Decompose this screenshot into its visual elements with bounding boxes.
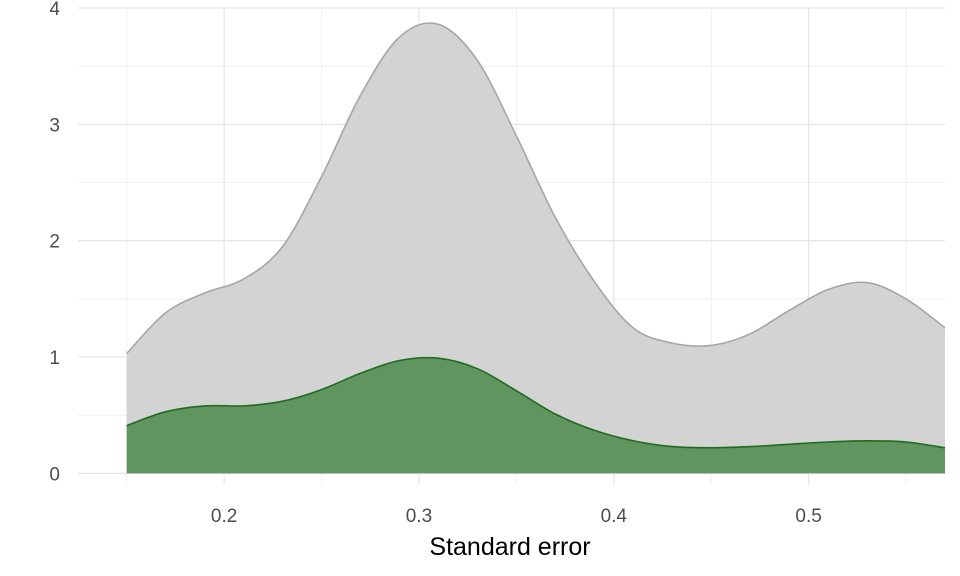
x-tick-labels: 0.2 0.3 0.4 0.5	[211, 506, 822, 527]
y-tick-label: 2	[49, 232, 60, 253]
y-tick-label: 4	[49, 0, 60, 20]
density-area-1	[126, 22, 945, 474]
y-tick-label: 1	[49, 348, 60, 369]
x-tick-label: 0.2	[211, 506, 237, 527]
x-tick-label: 0.5	[795, 506, 821, 527]
density-line-1	[126, 22, 946, 355]
y-tick-label: 3	[49, 115, 60, 136]
series-layer	[126, 22, 946, 474]
x-tick-label: 0.4	[601, 506, 628, 527]
x-axis-title: Standard error	[429, 533, 590, 561]
y-tick-labels: 0 1 2 3 4	[49, 0, 60, 485]
y-tick-label: 0	[49, 464, 60, 485]
density-line-2	[126, 356, 946, 449]
x-tick-label: 0.3	[406, 506, 432, 527]
